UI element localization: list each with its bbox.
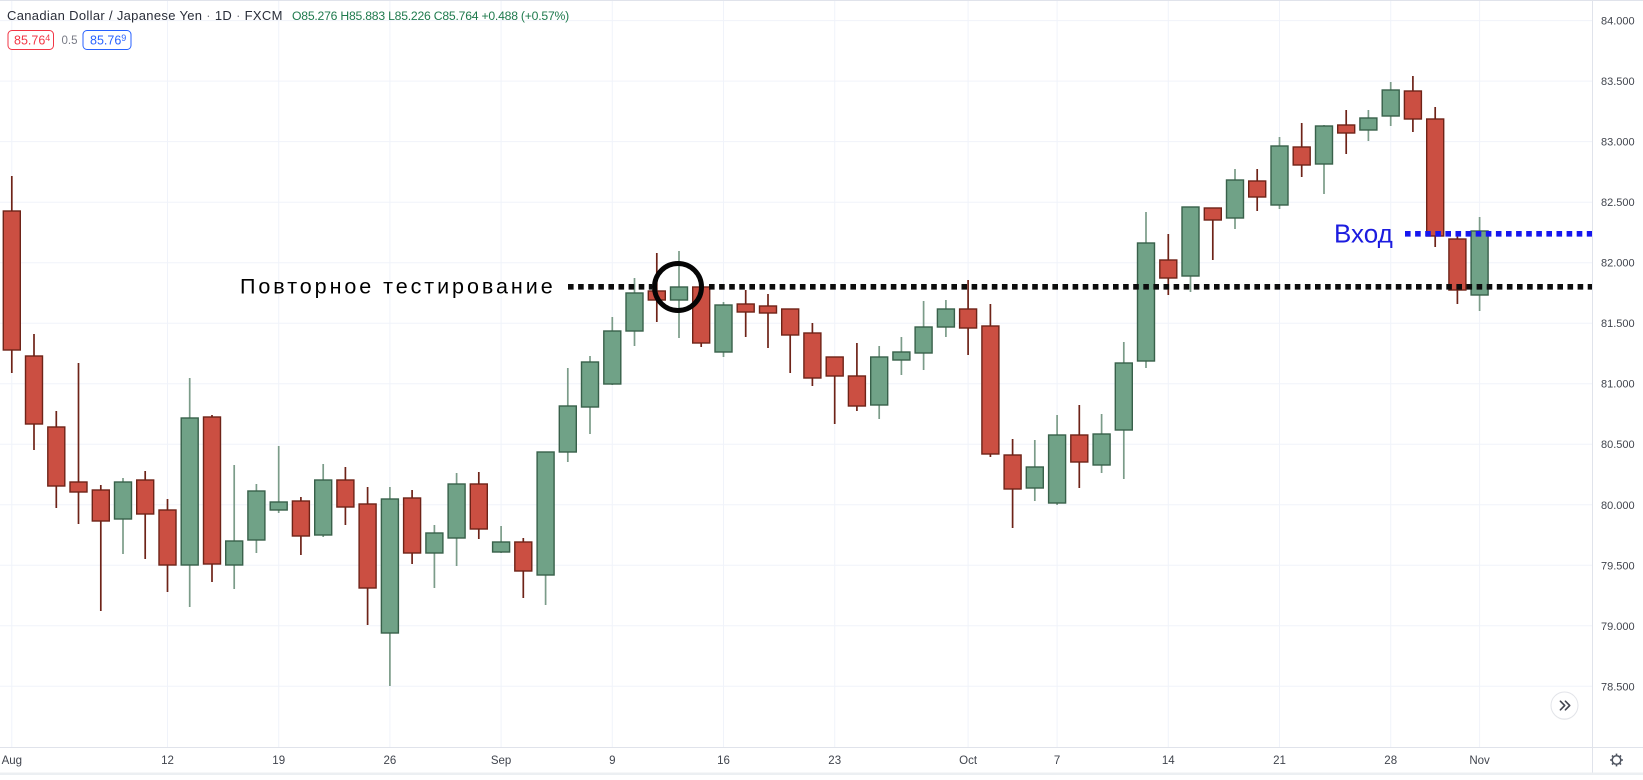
svg-text:83.500: 83.500 xyxy=(1601,76,1635,88)
svg-text:0.5: 0.5 xyxy=(62,35,78,47)
svg-text:7: 7 xyxy=(1054,755,1060,767)
svg-text:9: 9 xyxy=(609,755,615,767)
svg-text:80.500: 80.500 xyxy=(1601,439,1635,451)
svg-text:23: 23 xyxy=(828,755,841,767)
svg-text:Повторное тестирование: Повторное тестирование xyxy=(240,275,556,299)
svg-text:80.000: 80.000 xyxy=(1601,500,1635,512)
svg-text:16: 16 xyxy=(717,755,730,767)
svg-text:12: 12 xyxy=(161,755,174,767)
svg-text:78.500: 78.500 xyxy=(1601,681,1635,693)
svg-text:26: 26 xyxy=(384,755,397,767)
svg-text:85.764: 85.764 xyxy=(14,33,50,48)
svg-text:Aug: Aug xyxy=(2,755,22,767)
svg-text:28: 28 xyxy=(1384,755,1397,767)
svg-text:Canadian Dollar / Japanese Yen: Canadian Dollar / Japanese Yen · 1D · FX… xyxy=(7,8,283,23)
svg-text:19: 19 xyxy=(272,755,285,767)
svg-text:85.769: 85.769 xyxy=(90,33,126,48)
svg-text:81.500: 81.500 xyxy=(1601,318,1635,330)
svg-text:O85.276 H85.883 L85.226 C85.76: O85.276 H85.883 L85.226 C85.764 +0.488 (… xyxy=(292,9,569,23)
svg-text:14: 14 xyxy=(1162,755,1175,767)
svg-text:Вход: Вход xyxy=(1334,219,1393,249)
svg-text:Sep: Sep xyxy=(491,755,511,767)
svg-text:82.000: 82.000 xyxy=(1601,258,1635,270)
svg-text:21: 21 xyxy=(1273,755,1286,767)
svg-text:82.500: 82.500 xyxy=(1601,197,1635,209)
svg-text:81.000: 81.000 xyxy=(1601,379,1635,391)
svg-text:Oct: Oct xyxy=(959,755,978,767)
svg-text:79.000: 79.000 xyxy=(1601,621,1635,633)
svg-text:83.000: 83.000 xyxy=(1601,137,1635,149)
svg-text:84.000: 84.000 xyxy=(1601,16,1635,28)
svg-text:79.500: 79.500 xyxy=(1601,560,1635,572)
svg-text:Nov: Nov xyxy=(1469,755,1490,767)
